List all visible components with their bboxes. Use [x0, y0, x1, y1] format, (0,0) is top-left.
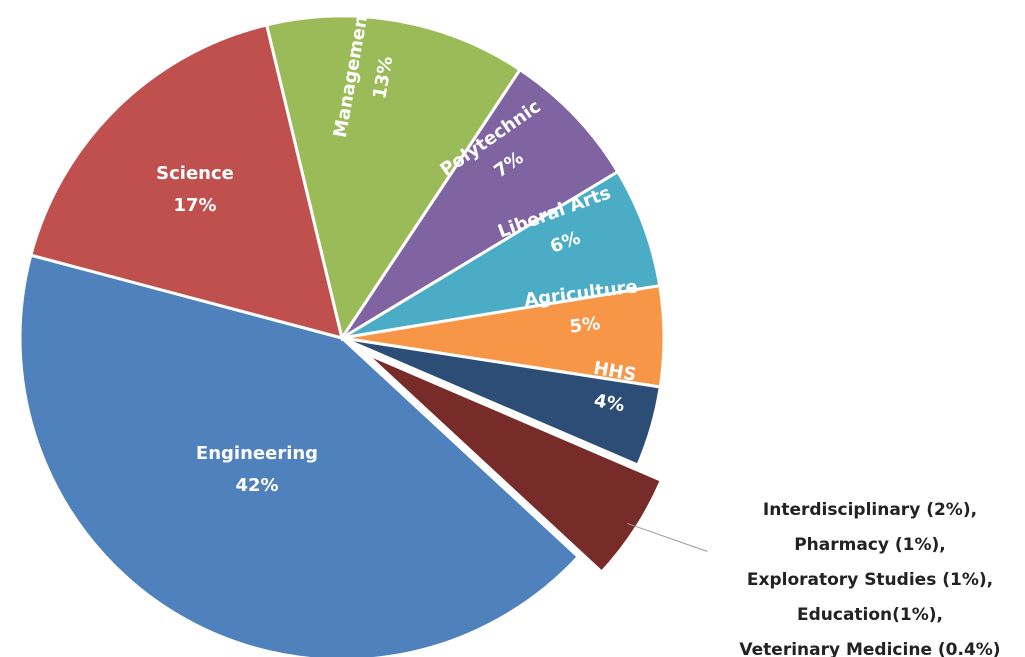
slice-label: Engineering 42%	[196, 443, 318, 496]
pie-slice	[340, 67, 620, 340]
slice-name: Engineering	[196, 443, 318, 464]
pie-slice	[341, 169, 662, 340]
pie-slice-exploded	[364, 351, 664, 575]
slice-name: Science	[156, 163, 234, 184]
slice-value: 4%	[592, 390, 626, 416]
pie-slice	[264, 14, 523, 342]
slice-value: 5%	[568, 313, 601, 338]
group-label: Exploratory Studies (1%),	[747, 570, 993, 590]
slice-label: Science 17%	[156, 163, 234, 216]
pie-slice	[18, 253, 581, 657]
group-label: Veterinary Medicine (0.4%)	[739, 640, 1000, 657]
group-label: Interdisciplinary (2%),	[763, 500, 977, 520]
slice-value: 42%	[235, 475, 278, 496]
group-label: Education(1%),	[797, 605, 943, 625]
slice-value: 17%	[173, 195, 216, 216]
leader-line	[627, 522, 708, 552]
group-label: Pharmacy (1%),	[794, 535, 946, 555]
pie-slice	[29, 23, 345, 341]
pie-slice	[341, 336, 662, 468]
